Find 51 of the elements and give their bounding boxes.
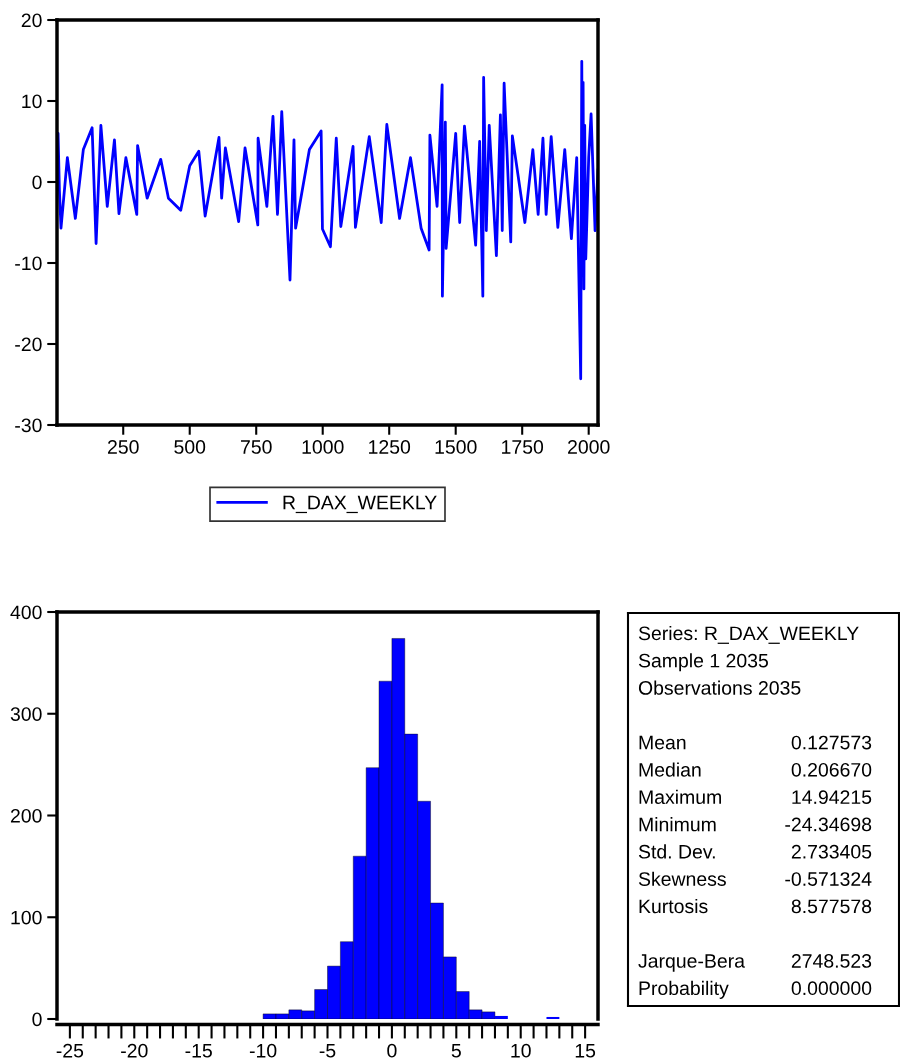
x-tick-label: 1750 xyxy=(502,440,544,454)
category-label: Jarque-Bera xyxy=(638,954,745,972)
data-label: 8.577578 xyxy=(791,899,872,914)
text: Sample 1 2035 xyxy=(638,653,768,672)
line-series xyxy=(57,59,598,381)
data-label: 0.206670 xyxy=(791,762,872,777)
category-label: Std. Dev. xyxy=(638,844,715,859)
category-label: Mean xyxy=(639,735,686,750)
y-tick-label: 100 xyxy=(11,910,42,925)
x-tick-label: 10 xyxy=(511,1043,531,1058)
y-tick-label: 300 xyxy=(10,707,42,721)
data-label: 14.94215 xyxy=(792,790,872,805)
data-label: 2748.523 xyxy=(791,954,872,968)
data-label: -0.571324 xyxy=(785,872,872,886)
legend-label: R_DAX_WEEKLY xyxy=(283,495,437,514)
x-tick-label: -15 xyxy=(185,1044,212,1058)
x-tick-label: -20 xyxy=(121,1043,148,1058)
y-tick-label: 10 xyxy=(22,94,42,109)
x-tick-label: 500 xyxy=(174,440,206,454)
y-tick-label: 0 xyxy=(32,175,42,190)
y-tick-label: 0 xyxy=(32,1012,42,1027)
x-tick-label: 750 xyxy=(240,440,272,454)
x-tick-label: 1500 xyxy=(435,440,477,454)
category-label: Skewness xyxy=(638,871,726,886)
x-tick-label: 0 xyxy=(387,1043,397,1058)
y-tick-label: 20 xyxy=(21,13,42,28)
text: Series: R_DAX_WEEKLY xyxy=(638,625,859,644)
x-tick-label: -5 xyxy=(319,1044,336,1058)
data-label: 0.127573 xyxy=(791,735,872,750)
category-label: Minimum xyxy=(639,817,716,832)
category-label: Median xyxy=(639,762,701,777)
x-tick-label: 2000 xyxy=(568,440,610,454)
x-tick-label: 1000 xyxy=(302,440,344,454)
y-tick-label: -20 xyxy=(15,337,42,352)
category-label: Kurtosis xyxy=(639,898,708,914)
y-tick-label: -10 xyxy=(15,256,42,271)
data-label: 0.000000 xyxy=(791,981,872,996)
data-label: -24.34698 xyxy=(785,817,872,832)
x-tick-label: 250 xyxy=(107,440,139,454)
text: Observations 2035 xyxy=(638,680,801,695)
y-tick-label: -30 xyxy=(15,418,42,433)
x-tick-label: -10 xyxy=(249,1043,277,1058)
x-tick-label: -25 xyxy=(56,1043,84,1058)
x-tick-label: 5 xyxy=(451,1044,461,1058)
data-label: 2.733405 xyxy=(791,844,872,859)
category-label: Probability xyxy=(639,980,729,999)
category-label: Maximum xyxy=(639,789,721,805)
y-tick-label: 400 xyxy=(10,605,42,620)
y-tick-label: 200 xyxy=(10,808,42,823)
x-tick-label: 15 xyxy=(575,1044,596,1058)
x-tick-label: 1250 xyxy=(369,440,411,454)
